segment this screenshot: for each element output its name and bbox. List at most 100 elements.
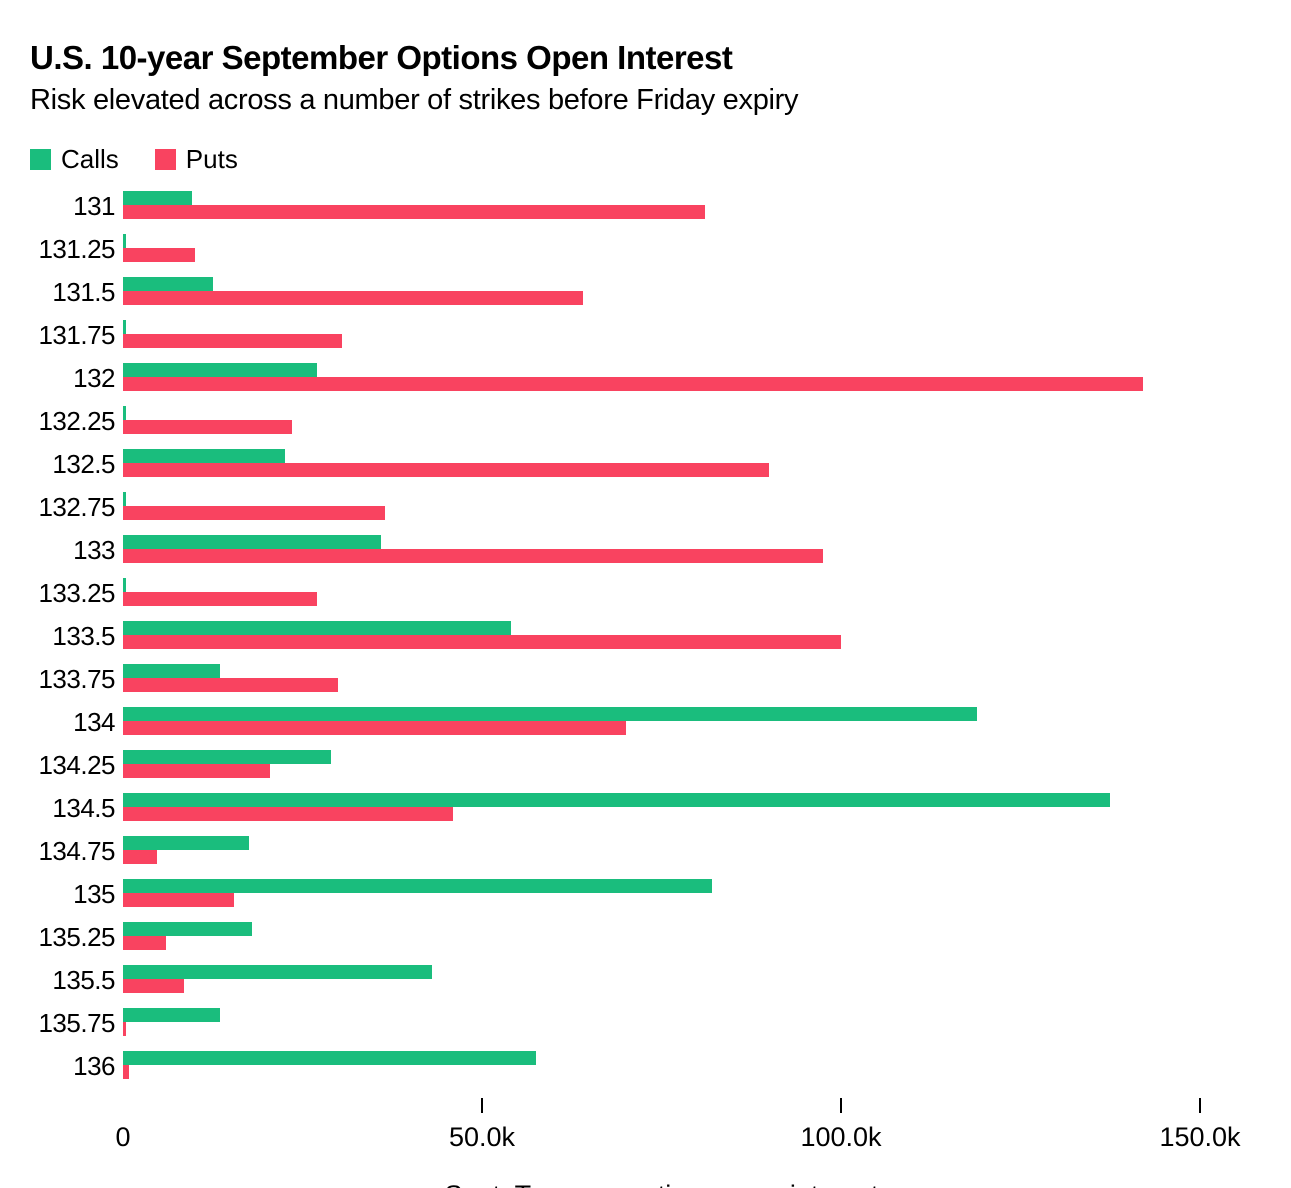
- bar-row: 135: [30, 879, 1261, 910]
- bar-group: [123, 578, 1261, 609]
- strike-label: 133.25: [38, 578, 115, 609]
- legend-label-calls: Calls: [61, 143, 119, 174]
- calls-bar: [123, 320, 126, 335]
- bar-group: [123, 879, 1261, 910]
- puts-bar: [123, 248, 195, 263]
- puts-bar: [123, 463, 770, 478]
- bar-group: [123, 707, 1261, 738]
- x-tick-label: 100.0k: [800, 1122, 882, 1153]
- x-axis: 0 50.0k 100.0k 150.0k: [115, 1094, 1261, 1164]
- legend-item-calls: Calls: [30, 144, 119, 175]
- strike-label: 131.5: [52, 277, 115, 308]
- calls-bar: [123, 836, 249, 851]
- calls-bar: [123, 879, 712, 894]
- bar-group: [123, 492, 1261, 523]
- puts-bar: [123, 893, 235, 908]
- bar-row: 134: [30, 707, 1261, 738]
- bar-group: [123, 277, 1261, 308]
- bar-row: 131: [30, 191, 1261, 222]
- bar-group: [123, 664, 1261, 695]
- bar-row: 132.5: [30, 449, 1261, 480]
- calls-swatch-icon: [30, 148, 51, 170]
- legend: Calls Puts: [30, 144, 1261, 174]
- strike-label: 135.5: [52, 965, 115, 996]
- calls-bar: [123, 1008, 220, 1023]
- bar-group: [123, 1051, 1261, 1082]
- legend-label-puts: Puts: [185, 143, 238, 174]
- bar-rows: 131 131.25 131.5 131.75 132 132.25 132.5 132.75…: [30, 191, 1261, 1082]
- x-tick-mark: [840, 1098, 842, 1114]
- puts-bar: [123, 979, 185, 994]
- calls-bar: [123, 664, 220, 679]
- puts-bar: [123, 592, 317, 607]
- bar-group: [123, 449, 1261, 480]
- bar-row: 131.75: [30, 320, 1261, 351]
- bar-row: 136: [30, 1051, 1261, 1082]
- puts-swatch-icon: [154, 148, 176, 170]
- bar-group: [123, 535, 1261, 566]
- strike-label: 131.75: [38, 320, 115, 351]
- puts-bar: [123, 377, 1143, 392]
- bar-row: 131.5: [30, 277, 1261, 308]
- bar-group: [123, 191, 1261, 222]
- strike-label: 134.25: [38, 750, 115, 781]
- calls-bar: [123, 406, 126, 421]
- puts-bar: [123, 678, 339, 693]
- calls-bar: [123, 793, 1111, 808]
- bar-chart: 131 131.25 131.5 131.75 132 132.25 132.5 132.75…: [30, 191, 1261, 1188]
- bar-group: [123, 965, 1261, 996]
- bar-group: [123, 750, 1261, 781]
- strike-label: 132.5: [52, 449, 115, 480]
- calls-bar: [123, 621, 511, 636]
- bar-row: 134.75: [30, 836, 1261, 867]
- strike-label: 134.5: [52, 793, 115, 824]
- calls-bar: [123, 234, 126, 249]
- bar-row: 134.25: [30, 750, 1261, 781]
- calls-bar: [123, 1051, 536, 1066]
- puts-bar: [123, 334, 342, 349]
- bar-group: [123, 320, 1261, 351]
- bar-group: [123, 363, 1261, 394]
- strike-label: 135.75: [38, 1008, 115, 1039]
- puts-bar: [123, 291, 583, 306]
- strike-label: 133.75: [38, 664, 115, 695]
- bar-group: [123, 234, 1261, 265]
- bar-row: 133.75: [30, 664, 1261, 695]
- puts-bar: [123, 850, 157, 865]
- calls-bar: [123, 965, 432, 980]
- bar-group: [123, 836, 1261, 867]
- page-subtitle: Risk elevated across a number of strikes…: [30, 84, 799, 117]
- strike-label: 135.25: [38, 922, 115, 953]
- puts-bar: [123, 1065, 129, 1080]
- bar-row: 135.5: [30, 965, 1261, 996]
- x-tick-label: 0: [115, 1122, 131, 1153]
- strike-label: 131: [73, 191, 115, 222]
- bar-group: [123, 793, 1261, 824]
- puts-bar: [123, 807, 454, 822]
- x-tick-label: 50.0k: [448, 1122, 516, 1153]
- x-tick-mark: [481, 1098, 483, 1114]
- x-axis-title: Sept. Treasury options open interest: [123, 1180, 1200, 1188]
- bar-group: [123, 1008, 1261, 1039]
- bar-row: 135.75: [30, 1008, 1261, 1039]
- bar-group: [123, 406, 1261, 437]
- puts-bar: [123, 420, 292, 435]
- strike-label: 134.75: [38, 836, 115, 867]
- legend-item-puts: Puts: [154, 143, 238, 175]
- bar-row: 133.5: [30, 621, 1261, 652]
- bar-group: [123, 922, 1261, 953]
- strike-label: 131.25: [38, 234, 115, 265]
- puts-bar: [123, 506, 386, 521]
- strike-label: 132.25: [38, 406, 115, 437]
- bar-row: 132.75: [30, 492, 1261, 523]
- strike-label: 132.75: [38, 492, 115, 523]
- bar-row: 131.25: [30, 234, 1261, 265]
- bar-group: [123, 621, 1261, 652]
- bar-row: 132: [30, 363, 1261, 394]
- calls-bar: [123, 449, 285, 464]
- calls-bar: [123, 707, 978, 722]
- puts-bar: [123, 205, 705, 220]
- bar-row: 133.25: [30, 578, 1261, 609]
- bar-row: 132.25: [30, 406, 1261, 437]
